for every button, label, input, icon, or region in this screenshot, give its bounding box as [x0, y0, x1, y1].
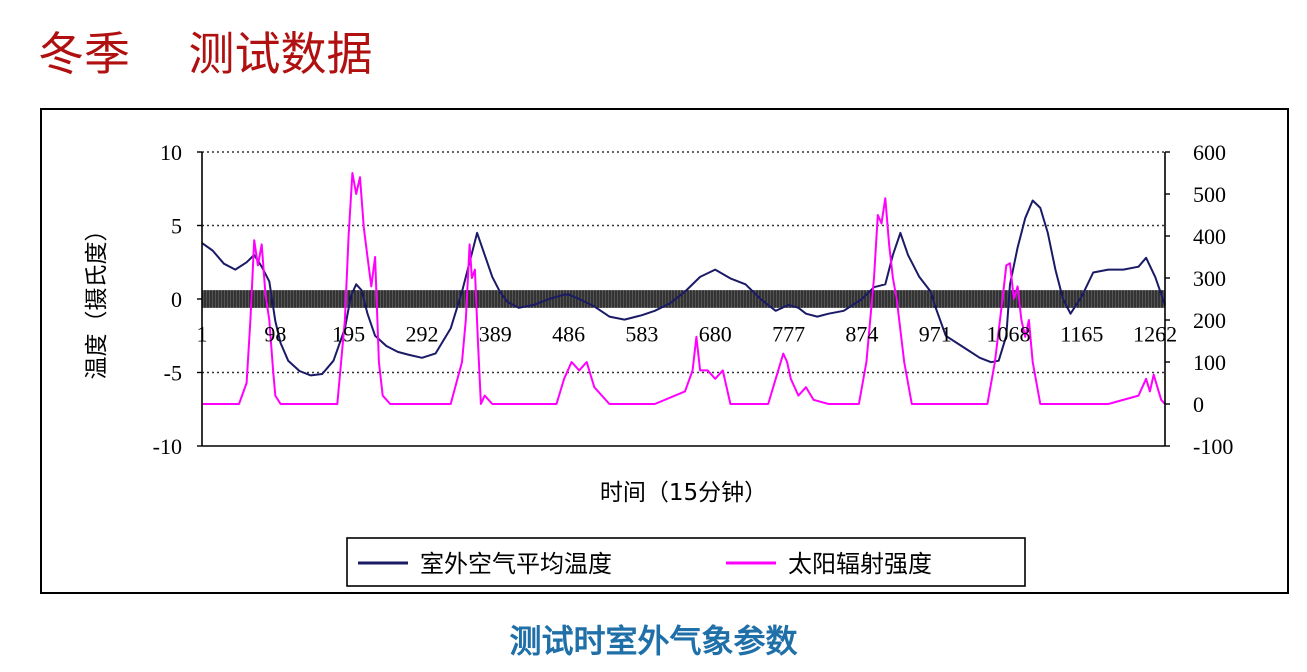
x-axis-title: 时间（15分钟） — [600, 480, 767, 506]
xtick-label: 98 — [264, 322, 286, 347]
xtick-label: 292 — [405, 322, 438, 347]
legend-box — [346, 537, 1026, 587]
xtick-label: 777 — [772, 322, 805, 347]
xtick-label: 389 — [479, 322, 512, 347]
legend: 室外空气平均温度 太阳辐射强度 — [346, 537, 1026, 587]
xtick-label: 195 — [332, 322, 365, 347]
y-axis-left-title: 温度（摄氏度） — [84, 219, 110, 380]
ytick-right-label: 400 — [1193, 224, 1226, 249]
xtick-label: 1165 — [1060, 322, 1103, 347]
xtick-label: 680 — [699, 322, 732, 347]
ytick-right-label: -100 — [1193, 434, 1233, 459]
xtick-label: 971 — [919, 322, 952, 347]
xtick-label: 874 — [845, 322, 878, 347]
ytick-left-label: 0 — [171, 287, 182, 312]
ytick-right-label: 300 — [1193, 266, 1226, 291]
xtick-label: 583 — [625, 322, 658, 347]
chart-svg: 10 5 0 -5 -10 600 500 400 300 200 100 0 -100 1 98 195 29… — [84, 140, 1233, 587]
slide-title: 冬季 测试数据 — [38, 27, 373, 81]
ytick-left-label: 5 — [171, 214, 182, 239]
ytick-left-label: -10 — [153, 434, 182, 459]
ytick-right-label: 0 — [1193, 392, 1204, 417]
series-line-temperature — [201, 199, 1166, 377]
xtick-label: 1262 — [1133, 322, 1177, 347]
series-line-solar — [202, 172, 1166, 405]
ytick-right-label: 600 — [1193, 140, 1226, 165]
legend-label-solar: 太阳辐射强度 — [788, 550, 932, 578]
ytick-right-label: 100 — [1193, 350, 1226, 375]
label-layer: 10 5 0 -5 -10 600 500 400 300 200 100 0 -100 1 98 195 29… — [84, 140, 1233, 506]
xtick-label: 486 — [552, 322, 585, 347]
xtick-label: 1 — [197, 322, 208, 347]
ytick-left-label: -5 — [164, 361, 182, 386]
series-layer — [201, 172, 1166, 405]
chart-caption: 测试时室外气象参数 — [509, 622, 798, 660]
zero-band — [202, 290, 1165, 308]
legend-label-temperature: 室外空气平均温度 — [420, 550, 612, 578]
axis-layer — [197, 151, 1170, 447]
xtick-label: 1068 — [987, 322, 1031, 347]
ytick-right-label: 500 — [1193, 182, 1226, 207]
ytick-right-label: 200 — [1193, 308, 1226, 333]
ytick-left-label: 10 — [160, 140, 182, 165]
